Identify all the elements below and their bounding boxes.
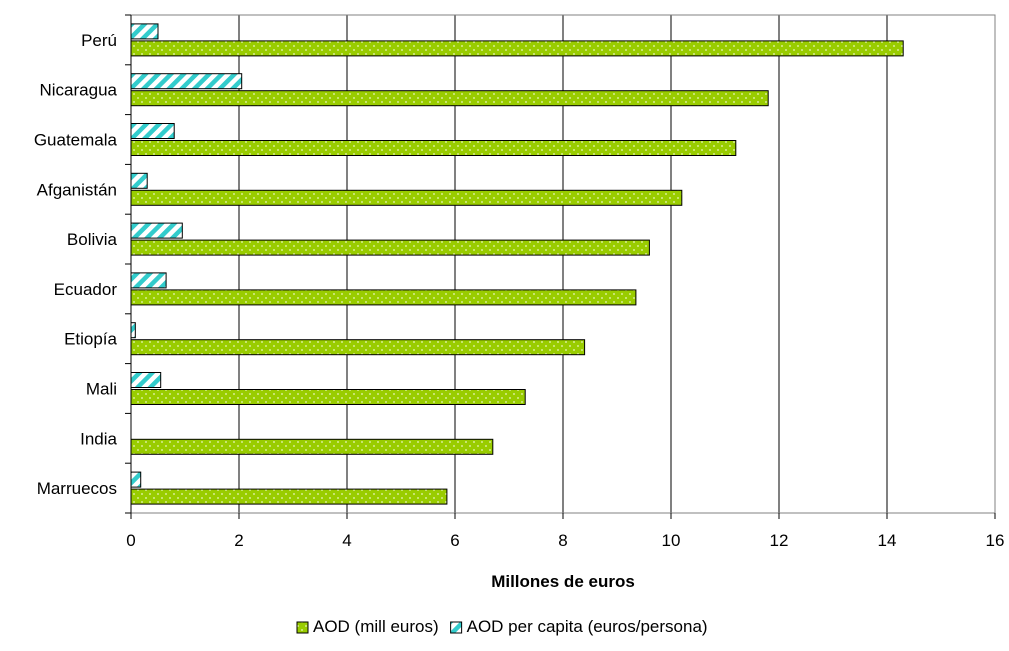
y-category-label: Mali (86, 380, 117, 399)
bar-aod (130, 289, 637, 306)
bar-aod (130, 140, 737, 156)
x-tick-label: 14 (878, 531, 897, 550)
bar-aod (130, 189, 683, 206)
bar-aod-per-capita (130, 471, 142, 488)
bar-aod (130, 40, 904, 57)
x-tick-label: 16 (986, 531, 1005, 550)
legend-label: AOD per capita (euros/persona) (467, 617, 708, 636)
x-axis-title: Millones de euros (491, 572, 635, 591)
bar-aod-per-capita (130, 123, 175, 139)
bar-aod (130, 389, 526, 405)
bars (130, 23, 904, 505)
bar-aod-per-capita (130, 23, 159, 40)
bar-aod (130, 488, 448, 505)
y-category-label: Perú (81, 31, 117, 50)
x-tick-label: 4 (342, 531, 351, 550)
y-category-label: Bolivia (67, 230, 118, 249)
y-category-label: Ecuador (54, 280, 118, 299)
bar-aod-per-capita (130, 222, 183, 239)
legend-label: AOD (mill euros) (313, 617, 439, 636)
bar-aod-per-capita (130, 272, 167, 289)
legend: AOD (mill euros) AOD per capita (euros/pe… (296, 617, 708, 636)
bar-aod-per-capita (130, 372, 162, 388)
y-category-label: Afganistán (37, 180, 117, 199)
legend-swatch (450, 621, 463, 634)
legend-swatch (296, 621, 309, 634)
x-tick-label: 2 (234, 531, 243, 550)
gridlines (238, 15, 888, 513)
bar-aod (130, 339, 586, 356)
y-category-label: Etiopía (64, 330, 117, 349)
x-tick-label: 8 (558, 531, 567, 550)
bar-aod (130, 239, 650, 256)
x-tick-label: 12 (770, 531, 789, 550)
x-tick-label: 6 (450, 531, 459, 550)
y-category-label: Nicaragua (40, 81, 118, 100)
bar-aod-per-capita (130, 73, 243, 90)
axes: 0 2 4 6 8 10 12 14 16 Perú Nicaragua Guatemala Afgan… (34, 14, 1005, 550)
bar-aod-per-capita (130, 322, 136, 339)
y-category-label: Guatemala (34, 131, 118, 150)
y-category-label: India (80, 429, 117, 448)
x-tick-label: 0 (126, 531, 135, 550)
bar-aod (130, 438, 494, 455)
bar-aod (130, 90, 769, 107)
y-category-label: Marruecos (37, 479, 117, 498)
x-tick-label: 10 (662, 531, 681, 550)
bar-aod-per-capita (130, 172, 148, 189)
